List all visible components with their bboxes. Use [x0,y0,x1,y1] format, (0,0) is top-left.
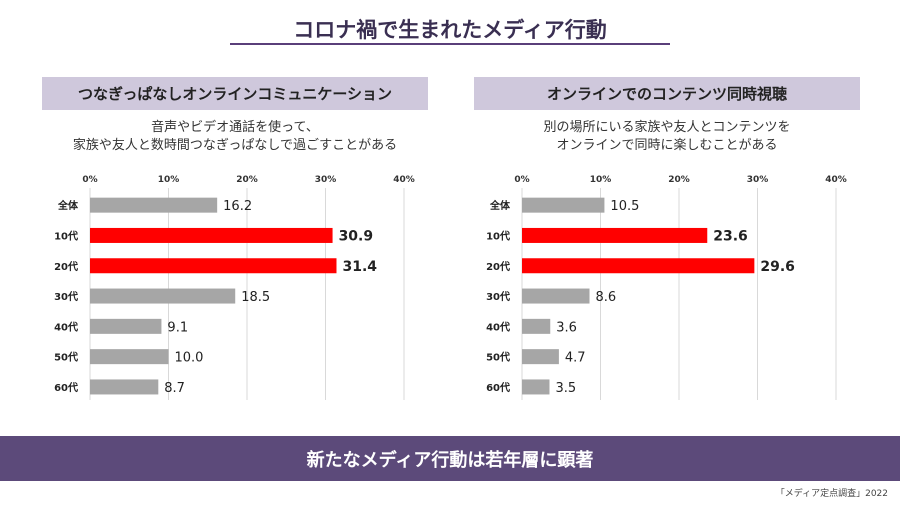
category-label: 10代 [486,229,510,242]
x-tick-label: 30% [747,175,769,185]
source-note: 「メディア定点調査」2022 [775,489,888,499]
category-label: 40代 [486,320,510,333]
bar [522,379,550,395]
category-label: 60代 [486,381,510,394]
x-tick-label: 30% [315,175,337,185]
left-panel-desc-line2: 家族や友人と数時間つなぎっぱなしで過ごすことがある [72,138,398,153]
bar-value-label: 4.7 [565,351,586,366]
category-label: 50代 [54,351,78,364]
bar-value-label: 8.6 [596,290,617,305]
left-panel-header: つなぎっぱなしオンラインコミュニケーション [42,77,428,110]
category-label: 50代 [486,351,510,364]
bar [90,349,169,365]
bar-value-label: 29.6 [760,259,795,275]
bar [90,258,337,274]
title-underline [230,43,670,45]
bar-value-label: 9.1 [167,320,188,335]
x-tick-label: 0% [514,175,529,185]
left-panel-description: 音声やビデオ通話を使って、 家族や友人と数時間つなぎっぱなしで過ごすことがある [42,119,428,155]
bar [522,258,755,274]
bar-value-label: 3.6 [556,320,577,335]
bar-value-label: 18.5 [241,290,270,305]
conclusion-banner: 新たなメディア行動は若年層に顕著 [0,436,900,481]
x-tick-label: 20% [668,175,690,185]
bar-value-label: 10.5 [610,199,639,214]
x-tick-label: 40% [825,175,847,185]
category-label: 30代 [486,290,510,303]
bar [522,197,605,213]
left-bar-chart: 0% 10% 20% 30% 40% 全体 16.2 10代 30.9 20代 31.4 30代 18.… [54,175,415,400]
x-tick-label: 10% [158,175,180,185]
category-label: 10代 [54,229,78,242]
bar [522,349,559,365]
left-panel-desc-line1: 音声やビデオ通話を使って、 [151,120,319,135]
category-label: 20代 [54,260,78,273]
x-tick-label: 10% [590,175,612,185]
category-label: 60代 [54,381,78,394]
x-tick-label: 0% [82,175,97,185]
bar-value-label: 8.7 [164,381,185,396]
bar [522,227,708,243]
bar [90,227,333,243]
x-tick-label: 40% [393,175,415,185]
bar [90,288,236,304]
right-panel-desc-line2: オンラインで同時に楽しむことがある [556,138,778,153]
bar [90,318,162,334]
bar-value-label: 10.0 [175,351,204,366]
bar [90,379,159,395]
right-panel-desc-line1: 別の場所にいる家族や友人とコンテンツを [543,120,791,135]
bar-value-label: 31.4 [342,259,377,275]
category-label: 全体 [489,199,511,212]
category-label: 20代 [486,260,510,273]
bar-value-label: 16.2 [223,199,252,214]
right-panel-header: オンラインでのコンテンツ同時視聴 [474,77,860,110]
bar [522,288,590,304]
bar [522,318,551,334]
page-title: コロナ禍で生まれたメディア行動 [293,18,607,42]
category-label: 40代 [54,320,78,333]
x-tick-label: 20% [236,175,258,185]
category-label: 30代 [54,290,78,303]
bar-value-label: 30.9 [339,228,374,244]
right-bar-chart: 0% 10% 20% 30% 40% 全体 10.5 10代 23.6 20代 29.6 30代 8.6… [486,175,847,400]
bar [90,197,218,213]
bar-value-label: 3.5 [555,381,576,396]
right-panel-description: 別の場所にいる家族や友人とコンテンツを オンラインで同時に楽しむことがある [474,119,860,155]
bar-value-label: 23.6 [713,228,748,244]
category-label: 全体 [57,199,79,212]
